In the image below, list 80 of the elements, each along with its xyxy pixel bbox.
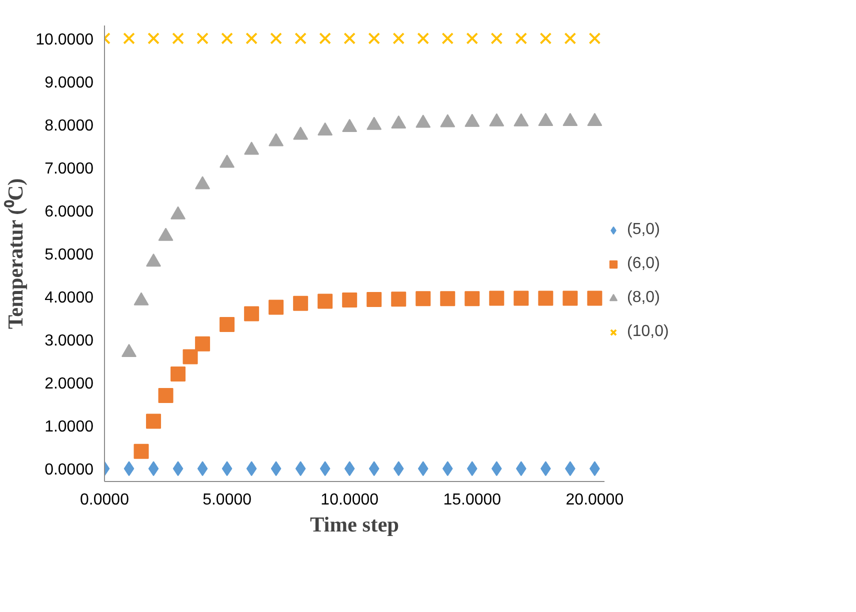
point [123,32,135,44]
point [466,32,478,44]
x-tick-label: 10.0000 [320,492,379,508]
point [148,461,159,476]
point [344,461,355,476]
point [442,461,453,476]
point [416,291,431,306]
point [368,461,380,476]
point [197,461,208,476]
point [294,32,307,44]
point [515,32,528,44]
point [491,461,502,476]
point [295,461,306,476]
y-tick-label: 10.0000 [36,31,94,48]
point [182,349,198,364]
y-tick-label: 5.0000 [44,246,94,264]
point [124,461,134,476]
point [489,290,504,306]
point [195,336,210,352]
y-tick-label: 4.0000 [44,290,94,307]
point [268,300,284,315]
point [134,444,149,459]
y-tick-label: 9.0000 [44,74,94,92]
point [270,461,282,476]
point [564,32,576,44]
point [442,32,454,44]
x-axis-title: Time step [310,512,400,536]
point [172,32,184,44]
y-tick-label: 8.0000 [44,117,94,134]
point [392,32,405,44]
y-tick-label: 0.0000 [44,462,94,479]
point [393,461,404,476]
x-tick-label: 5.0000 [202,492,252,508]
point [320,461,330,476]
y-axis-title: Temperatur (⁰C) [4,178,28,330]
point [222,461,232,476]
legend-label: (5,0) [627,221,660,239]
point [246,32,258,44]
point [246,461,257,476]
legend-label: (6,0) [627,255,660,273]
point [148,32,160,44]
point [172,461,184,476]
y-tick-label: 2.0000 [44,376,94,393]
point [170,366,186,382]
point [344,32,356,44]
point [368,32,380,44]
x-tick-label: 15.0000 [443,492,502,508]
point [146,414,162,429]
point [466,461,478,476]
point [490,32,503,44]
point [221,32,233,44]
y-tick-label: 1.0000 [44,418,94,436]
point [244,306,260,322]
point [514,290,529,306]
point [318,294,333,309]
point [418,461,428,476]
point [293,296,308,311]
point [464,291,480,306]
x-tick-label: 0.0000 [80,492,130,508]
point [366,292,382,308]
point [391,292,406,307]
point [220,316,235,332]
point [196,32,208,44]
point [562,290,578,306]
point [440,291,456,306]
y-tick-label: 3.0000 [44,332,94,350]
point [319,32,332,44]
point [587,290,602,306]
y-tick-label: 6.0000 [44,203,94,220]
legend-label: (10,0) [627,323,669,341]
point [538,290,554,306]
point [158,388,174,403]
point [588,32,601,44]
point [540,32,552,44]
x-tick-label: 20.0000 [566,492,624,508]
point [417,32,430,44]
y-tick-label: 7.0000 [44,160,94,178]
point [342,292,358,308]
point [270,32,282,44]
legend-label: (8,0) [627,289,660,307]
